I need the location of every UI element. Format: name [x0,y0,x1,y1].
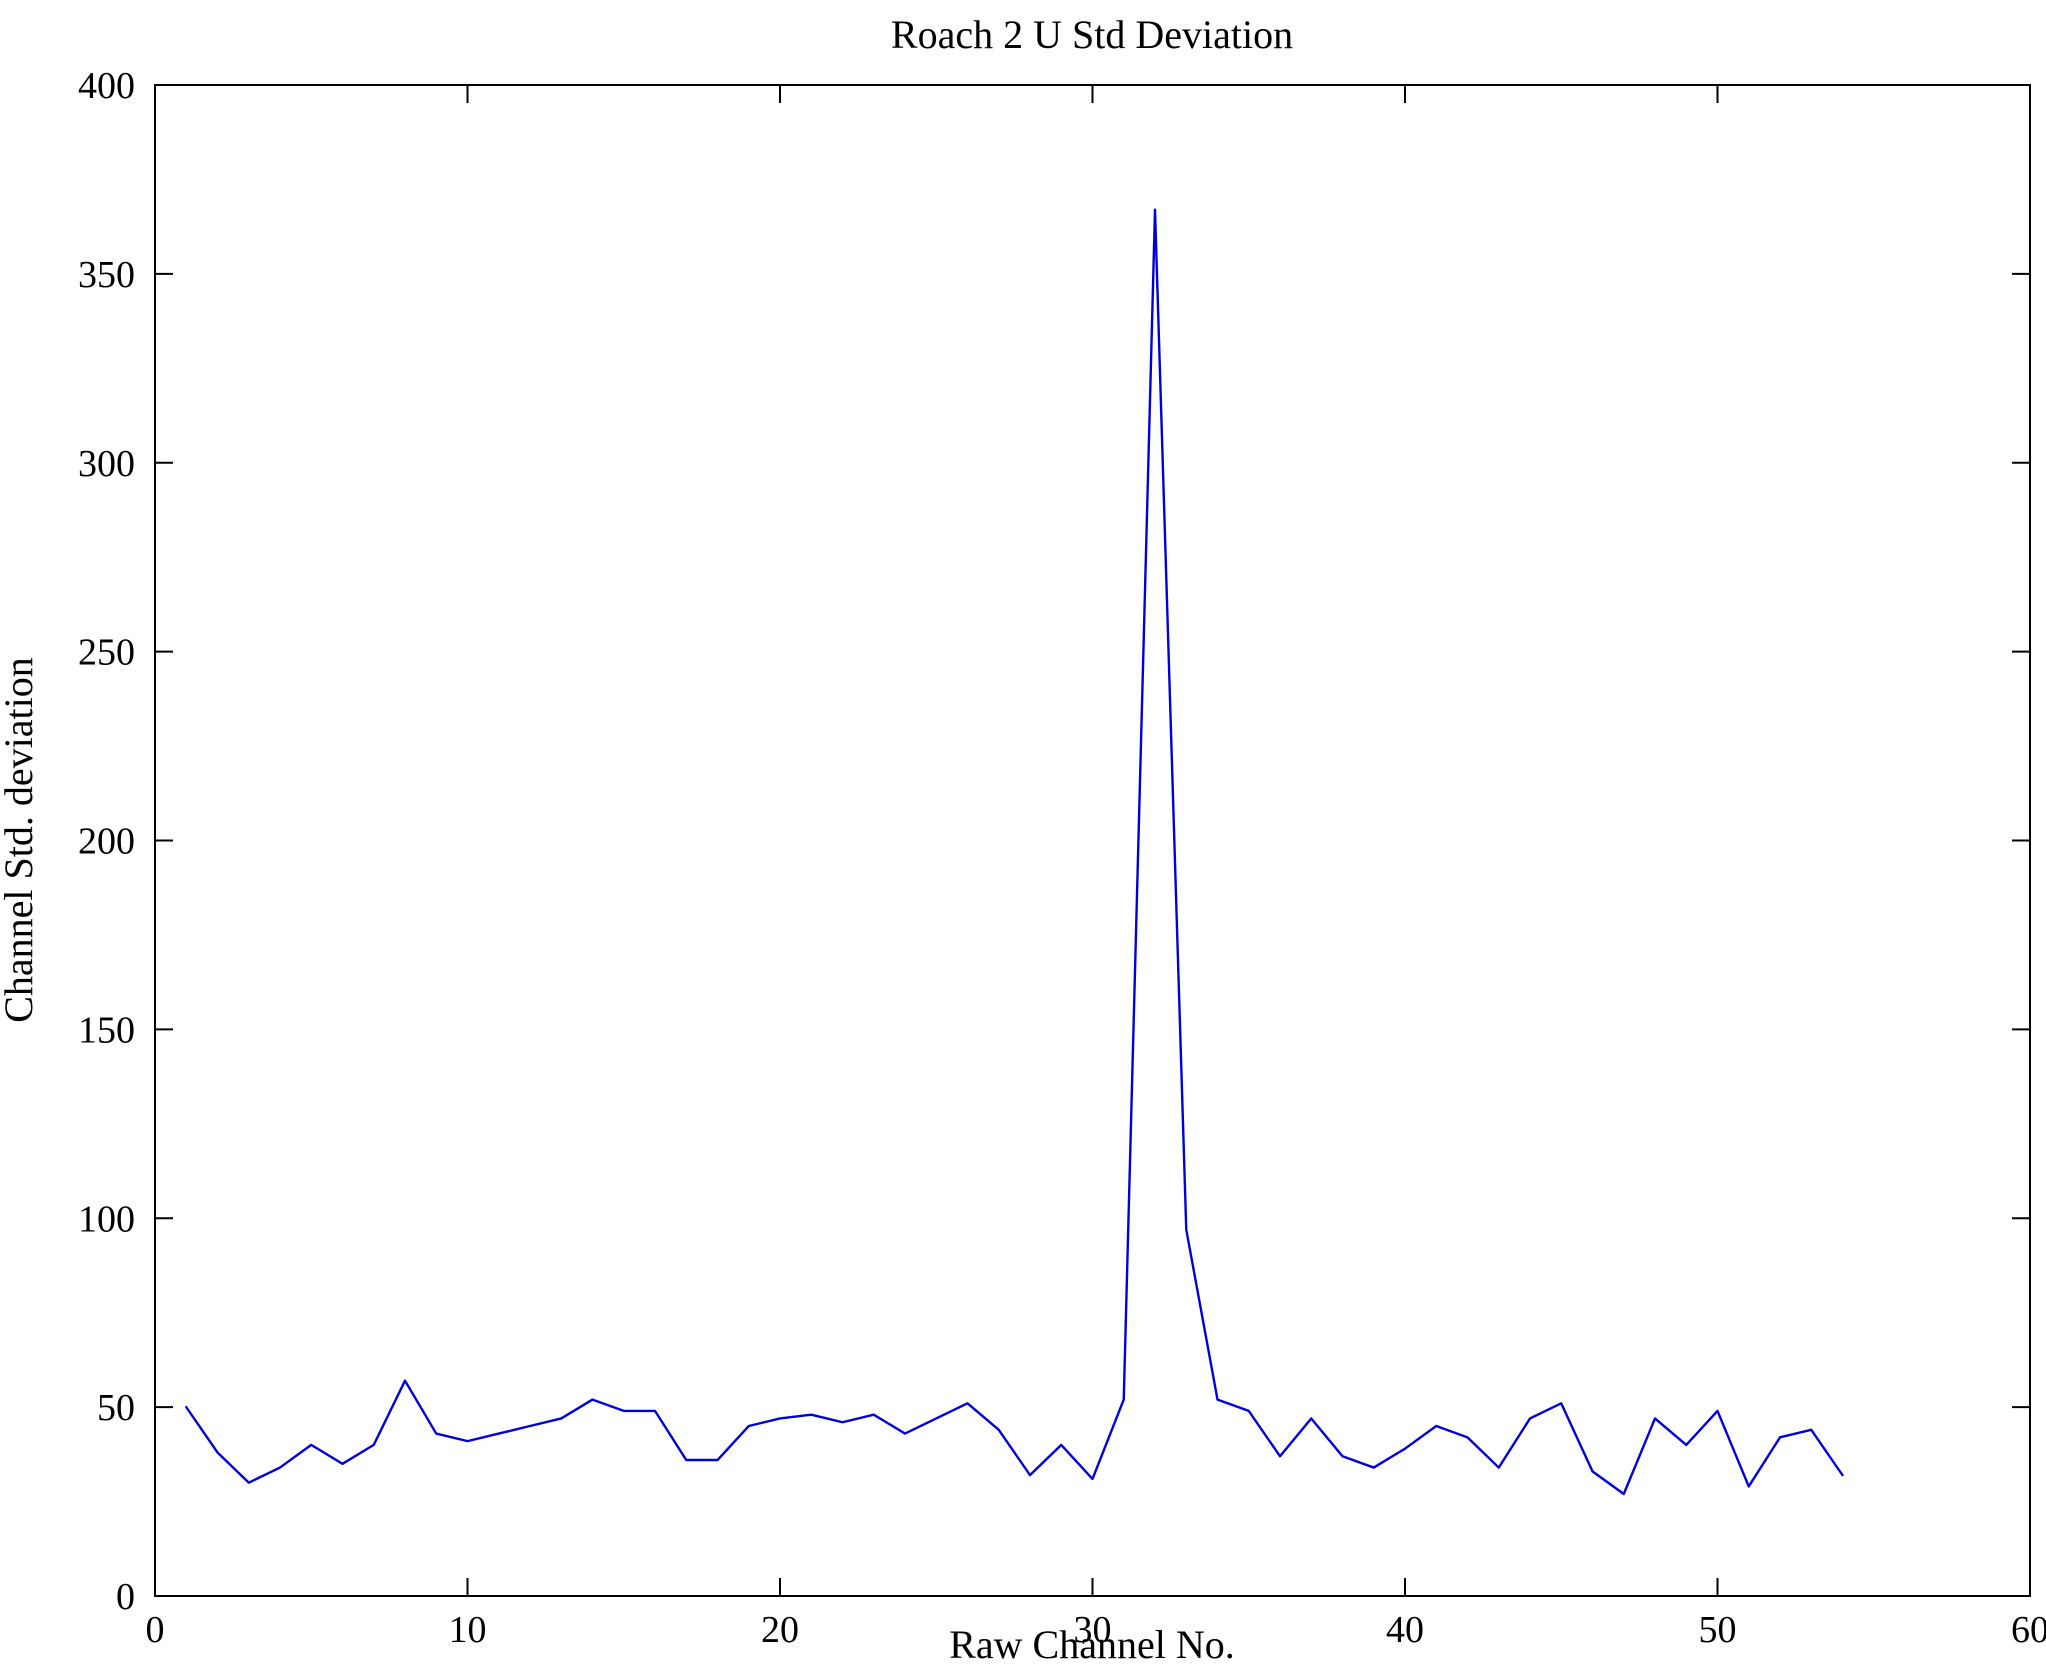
x-axis-label: Raw Channel No. [949,1622,1235,1667]
y-tick-label: 0 [116,1576,135,1618]
y-tick-label: 250 [78,632,135,674]
y-axis-label: Channel Std. deviation [0,657,41,1023]
y-tick-label: 200 [78,821,135,863]
x-tick-label: 60 [2011,1609,2046,1651]
x-tick-label: 20 [761,1609,799,1651]
x-tick-label: 50 [1699,1609,1737,1651]
y-tick-label: 50 [97,1387,135,1429]
x-tick-label: 40 [1386,1609,1424,1651]
axis-ticks [154,84,2031,1597]
x-tick-label: 0 [146,1609,165,1651]
y-tick-label: 350 [78,254,135,296]
plot-frame [154,84,2031,1597]
y-tick-label: 400 [78,65,135,107]
y-tick-label: 100 [78,1198,135,1240]
x-tick-label: 30 [1074,1609,1112,1651]
std-deviation-line [185,208,1844,1496]
tick-labels: 0 10 20 30 40 50 60 0 50 100 150 200 250 300 350 400 [78,65,2046,1651]
x-tick-label: 10 [449,1609,487,1651]
y-tick-label: 150 [78,1009,135,1051]
data-series-line [185,208,1844,1496]
y-tick-label: 300 [78,443,135,485]
chart-title: Roach 2 U Std Deviation [891,12,1293,57]
